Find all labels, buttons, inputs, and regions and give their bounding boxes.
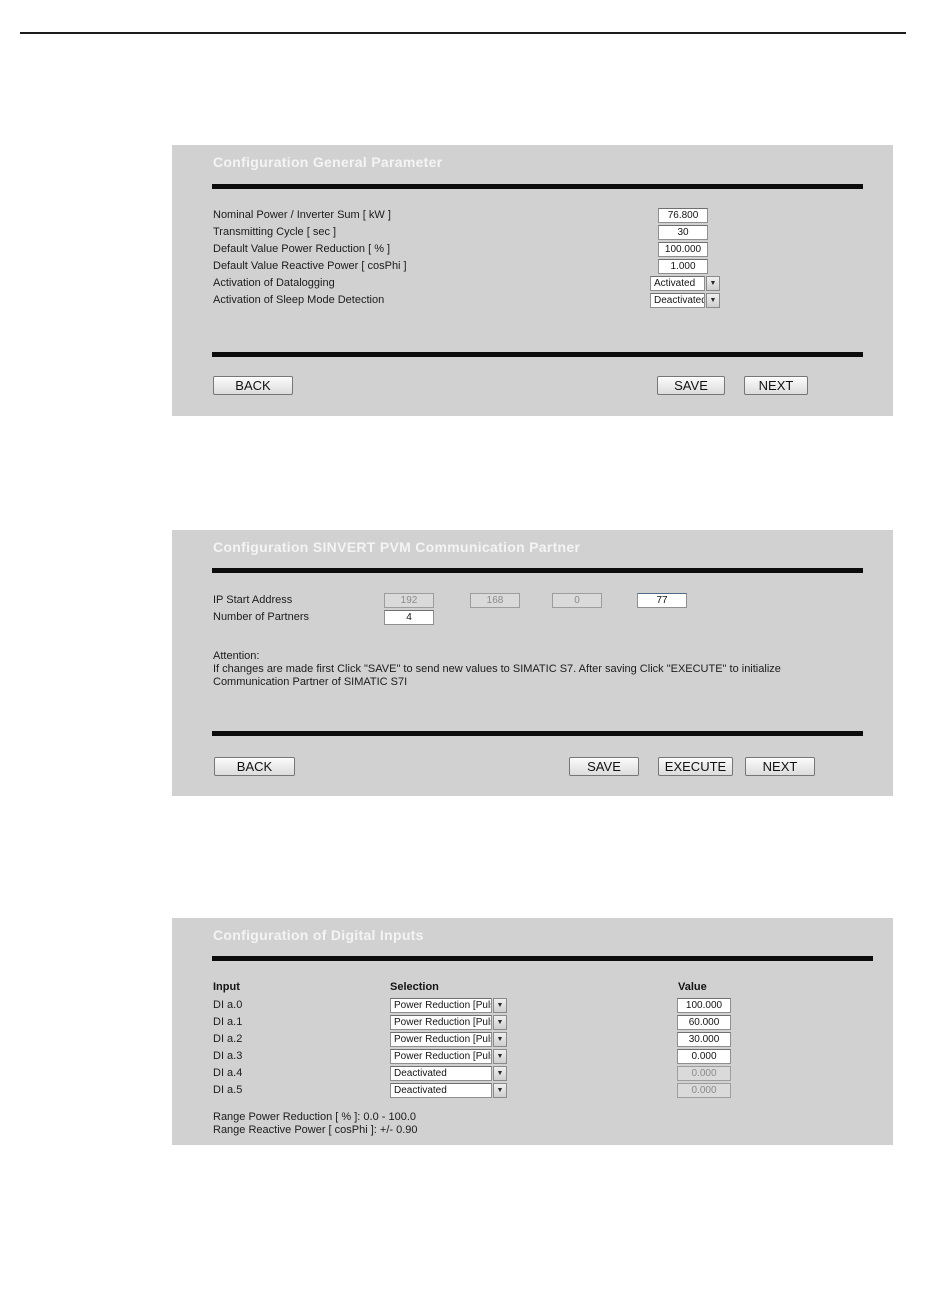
di-a0-selection-value: Power Reduction [Pulse]	[390, 998, 492, 1013]
next-button[interactable]: NEXT	[744, 376, 808, 395]
panel-title: Configuration General Parameter	[213, 154, 443, 170]
ip-octet-4-input[interactable]	[637, 593, 687, 608]
divider-rule	[212, 352, 863, 357]
sleep-mode-select[interactable]: Deactivated ▼	[650, 293, 720, 308]
input-label-di-a4: DI a.4	[213, 1067, 243, 1079]
field-label-datalogging: Activation of Datalogging	[213, 277, 335, 289]
panel-configuration-digital-inputs: Configuration of Digital Inputs Input Se…	[172, 918, 893, 1145]
di-a0-value-input[interactable]	[677, 998, 731, 1013]
di-a2-selection-value: Power Reduction [Pulse]	[390, 1032, 492, 1047]
field-label-ip-start-address: IP Start Address	[213, 594, 293, 606]
di-a3-selection-select[interactable]: Power Reduction [Pulse] ▼	[390, 1049, 507, 1064]
field-label-sleep-mode: Activation of Sleep Mode Detection	[213, 294, 385, 306]
datalogging-select-value: Activated	[650, 276, 705, 291]
di-a5-selection-select[interactable]: Deactivated ▼	[390, 1083, 507, 1098]
di-a4-selection-select[interactable]: Deactivated ▼	[390, 1066, 507, 1081]
di-a1-selection-value: Power Reduction [Pulse]	[390, 1015, 492, 1030]
panel-title: Configuration SINVERT PVM Communication …	[213, 539, 581, 555]
field-label-default-reactive-power: Default Value Reactive Power [ cosPhi ]	[213, 260, 407, 272]
default-reactive-power-input[interactable]	[658, 259, 708, 274]
input-label-di-a5: DI a.5	[213, 1084, 243, 1096]
di-a5-selection-value: Deactivated	[390, 1083, 492, 1098]
page-top-rule	[20, 32, 906, 34]
di-a5-value-input[interactable]	[677, 1083, 731, 1098]
di-a1-selection-select[interactable]: Power Reduction [Pulse] ▼	[390, 1015, 507, 1030]
back-button[interactable]: BACK	[214, 757, 295, 776]
ip-octet-2-input[interactable]	[470, 593, 520, 608]
datalogging-select[interactable]: Activated ▼	[650, 276, 720, 291]
number-of-partners-input[interactable]	[384, 610, 434, 625]
attention-title: Attention:	[213, 650, 260, 662]
save-button[interactable]: SAVE	[657, 376, 725, 395]
nominal-power-input[interactable]	[658, 208, 708, 223]
divider-rule	[212, 956, 873, 961]
column-header-value: Value	[678, 981, 707, 993]
transmitting-cycle-input[interactable]	[658, 225, 708, 240]
panel-title: Configuration of Digital Inputs	[213, 927, 424, 943]
range-power-reduction-note: Range Power Reduction [ % ]: 0.0 - 100.0	[213, 1111, 417, 1123]
chevron-down-icon[interactable]: ▼	[493, 1083, 507, 1098]
di-a2-selection-select[interactable]: Power Reduction [Pulse] ▼	[390, 1032, 507, 1047]
input-label-di-a2: DI a.2	[213, 1033, 243, 1045]
chevron-down-icon[interactable]: ▼	[706, 276, 720, 291]
execute-button[interactable]: EXECUTE	[658, 757, 733, 776]
chevron-down-icon[interactable]: ▼	[493, 1066, 507, 1081]
default-power-reduction-input[interactable]	[658, 242, 708, 257]
field-label-number-of-partners: Number of Partners	[213, 611, 309, 623]
chevron-down-icon[interactable]: ▼	[493, 998, 507, 1013]
ip-octet-3-input[interactable]	[552, 593, 602, 608]
di-a1-value-input[interactable]	[677, 1015, 731, 1030]
panel-configuration-general-parameter: Configuration General Parameter Nominal …	[172, 145, 893, 416]
di-a0-selection-select[interactable]: Power Reduction [Pulse] ▼	[390, 998, 507, 1013]
di-a4-value-input[interactable]	[677, 1066, 731, 1081]
field-label-nominal-power: Nominal Power / Inverter Sum [ kW ]	[213, 209, 391, 221]
range-reactive-power-note: Range Reactive Power [ cosPhi ]: +/- 0.9…	[213, 1124, 418, 1136]
ip-octet-1-input[interactable]	[384, 593, 434, 608]
next-button[interactable]: NEXT	[745, 757, 815, 776]
chevron-down-icon[interactable]: ▼	[493, 1015, 507, 1030]
di-a4-selection-value: Deactivated	[390, 1066, 492, 1081]
di-a3-value-input[interactable]	[677, 1049, 731, 1064]
divider-rule	[212, 568, 863, 573]
divider-rule	[212, 184, 863, 189]
column-header-selection: Selection	[390, 981, 439, 993]
input-label-di-a0: DI a.0	[213, 999, 243, 1011]
back-button[interactable]: BACK	[213, 376, 293, 395]
input-label-di-a1: DI a.1	[213, 1016, 243, 1028]
field-label-transmitting-cycle: Transmitting Cycle [ sec ]	[213, 226, 337, 238]
column-header-input: Input	[213, 981, 240, 993]
chevron-down-icon[interactable]: ▼	[493, 1032, 507, 1047]
save-button[interactable]: SAVE	[569, 757, 639, 776]
sleep-mode-select-value: Deactivated	[650, 293, 705, 308]
di-a2-value-input[interactable]	[677, 1032, 731, 1047]
chevron-down-icon[interactable]: ▼	[706, 293, 720, 308]
input-label-di-a3: DI a.3	[213, 1050, 243, 1062]
panel-configuration-communication-partner: Configuration SINVERT PVM Communication …	[172, 530, 893, 796]
attention-text: If changes are made first Click "SAVE" t…	[213, 663, 781, 688]
field-label-default-power-reduction: Default Value Power Reduction [ % ]	[213, 243, 391, 255]
chevron-down-icon[interactable]: ▼	[493, 1049, 507, 1064]
divider-rule	[212, 731, 863, 736]
di-a3-selection-value: Power Reduction [Pulse]	[390, 1049, 492, 1064]
